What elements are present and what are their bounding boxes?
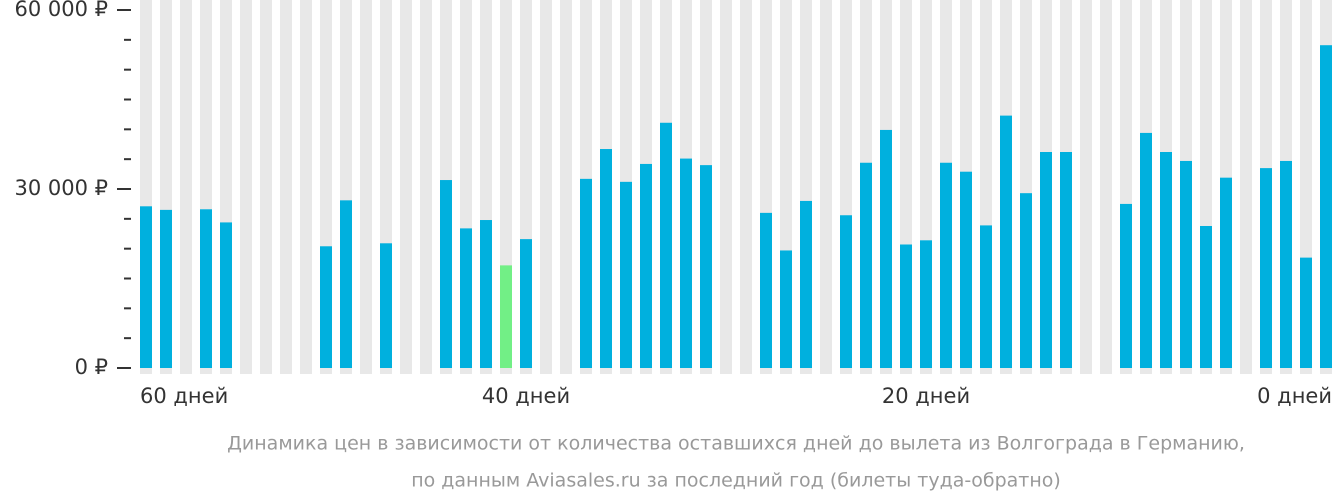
bar — [340, 200, 352, 368]
bar — [760, 212, 772, 368]
bar — [1320, 45, 1332, 368]
bar — [160, 209, 172, 368]
y-tick-label: 30 000 ₽ — [14, 176, 108, 200]
bar — [1220, 177, 1232, 368]
bar — [460, 228, 472, 368]
bar — [920, 240, 932, 368]
column-background — [180, 0, 192, 374]
x-tick-label: 40 дней — [482, 384, 570, 408]
bar — [220, 222, 232, 368]
bar — [480, 220, 492, 368]
column-background — [360, 0, 372, 374]
column-background — [260, 0, 272, 374]
bar — [680, 158, 692, 368]
bar — [380, 243, 392, 368]
bar — [1260, 168, 1272, 368]
column-background — [400, 0, 412, 374]
bar — [1280, 160, 1292, 368]
bar — [640, 163, 652, 368]
column-background — [240, 0, 252, 374]
column-background — [740, 0, 752, 374]
x-tick-label: 20 дней — [882, 384, 970, 408]
caption: Динамика цен в зависимости от количества… — [227, 433, 1245, 455]
bar — [1020, 193, 1032, 368]
bar — [860, 162, 872, 368]
bar — [880, 129, 892, 368]
bar — [1300, 257, 1312, 368]
column-background — [1240, 0, 1252, 374]
bar — [620, 181, 632, 368]
column-background — [1080, 0, 1092, 374]
bar — [940, 162, 952, 368]
bar — [1000, 115, 1012, 368]
bar — [520, 239, 532, 368]
bar — [1060, 152, 1072, 368]
bar — [980, 225, 992, 368]
bar — [580, 178, 592, 368]
column-background — [720, 0, 732, 374]
column-background — [820, 0, 832, 374]
bar — [1180, 160, 1192, 368]
y-tick-label: 60 000 ₽ — [14, 0, 108, 21]
bar — [960, 171, 972, 368]
x-tick-label: 0 дней — [1257, 384, 1332, 408]
column-background — [560, 0, 572, 374]
bar — [780, 250, 792, 368]
bar — [1040, 152, 1052, 368]
bar — [500, 265, 512, 368]
bar — [600, 149, 612, 368]
bar — [1200, 225, 1212, 368]
column-background — [280, 0, 292, 374]
bar — [1120, 203, 1132, 368]
bar — [900, 244, 912, 368]
x-tick-label: 60 дней — [140, 384, 228, 408]
column-background — [540, 0, 552, 374]
column-background — [300, 0, 312, 374]
bar — [140, 206, 152, 368]
bar — [660, 122, 672, 369]
bar — [1140, 132, 1152, 368]
column-background — [1100, 0, 1112, 374]
bar — [800, 200, 812, 368]
y-tick-label: 0 ₽ — [75, 355, 108, 379]
bar — [840, 215, 852, 368]
bar — [700, 165, 712, 368]
bar — [320, 246, 332, 368]
caption: по данным Aviasales.ru за последний год … — [411, 470, 1061, 492]
bar — [1160, 152, 1172, 368]
column-background — [420, 0, 432, 374]
bar — [440, 180, 452, 368]
bar — [200, 209, 212, 368]
